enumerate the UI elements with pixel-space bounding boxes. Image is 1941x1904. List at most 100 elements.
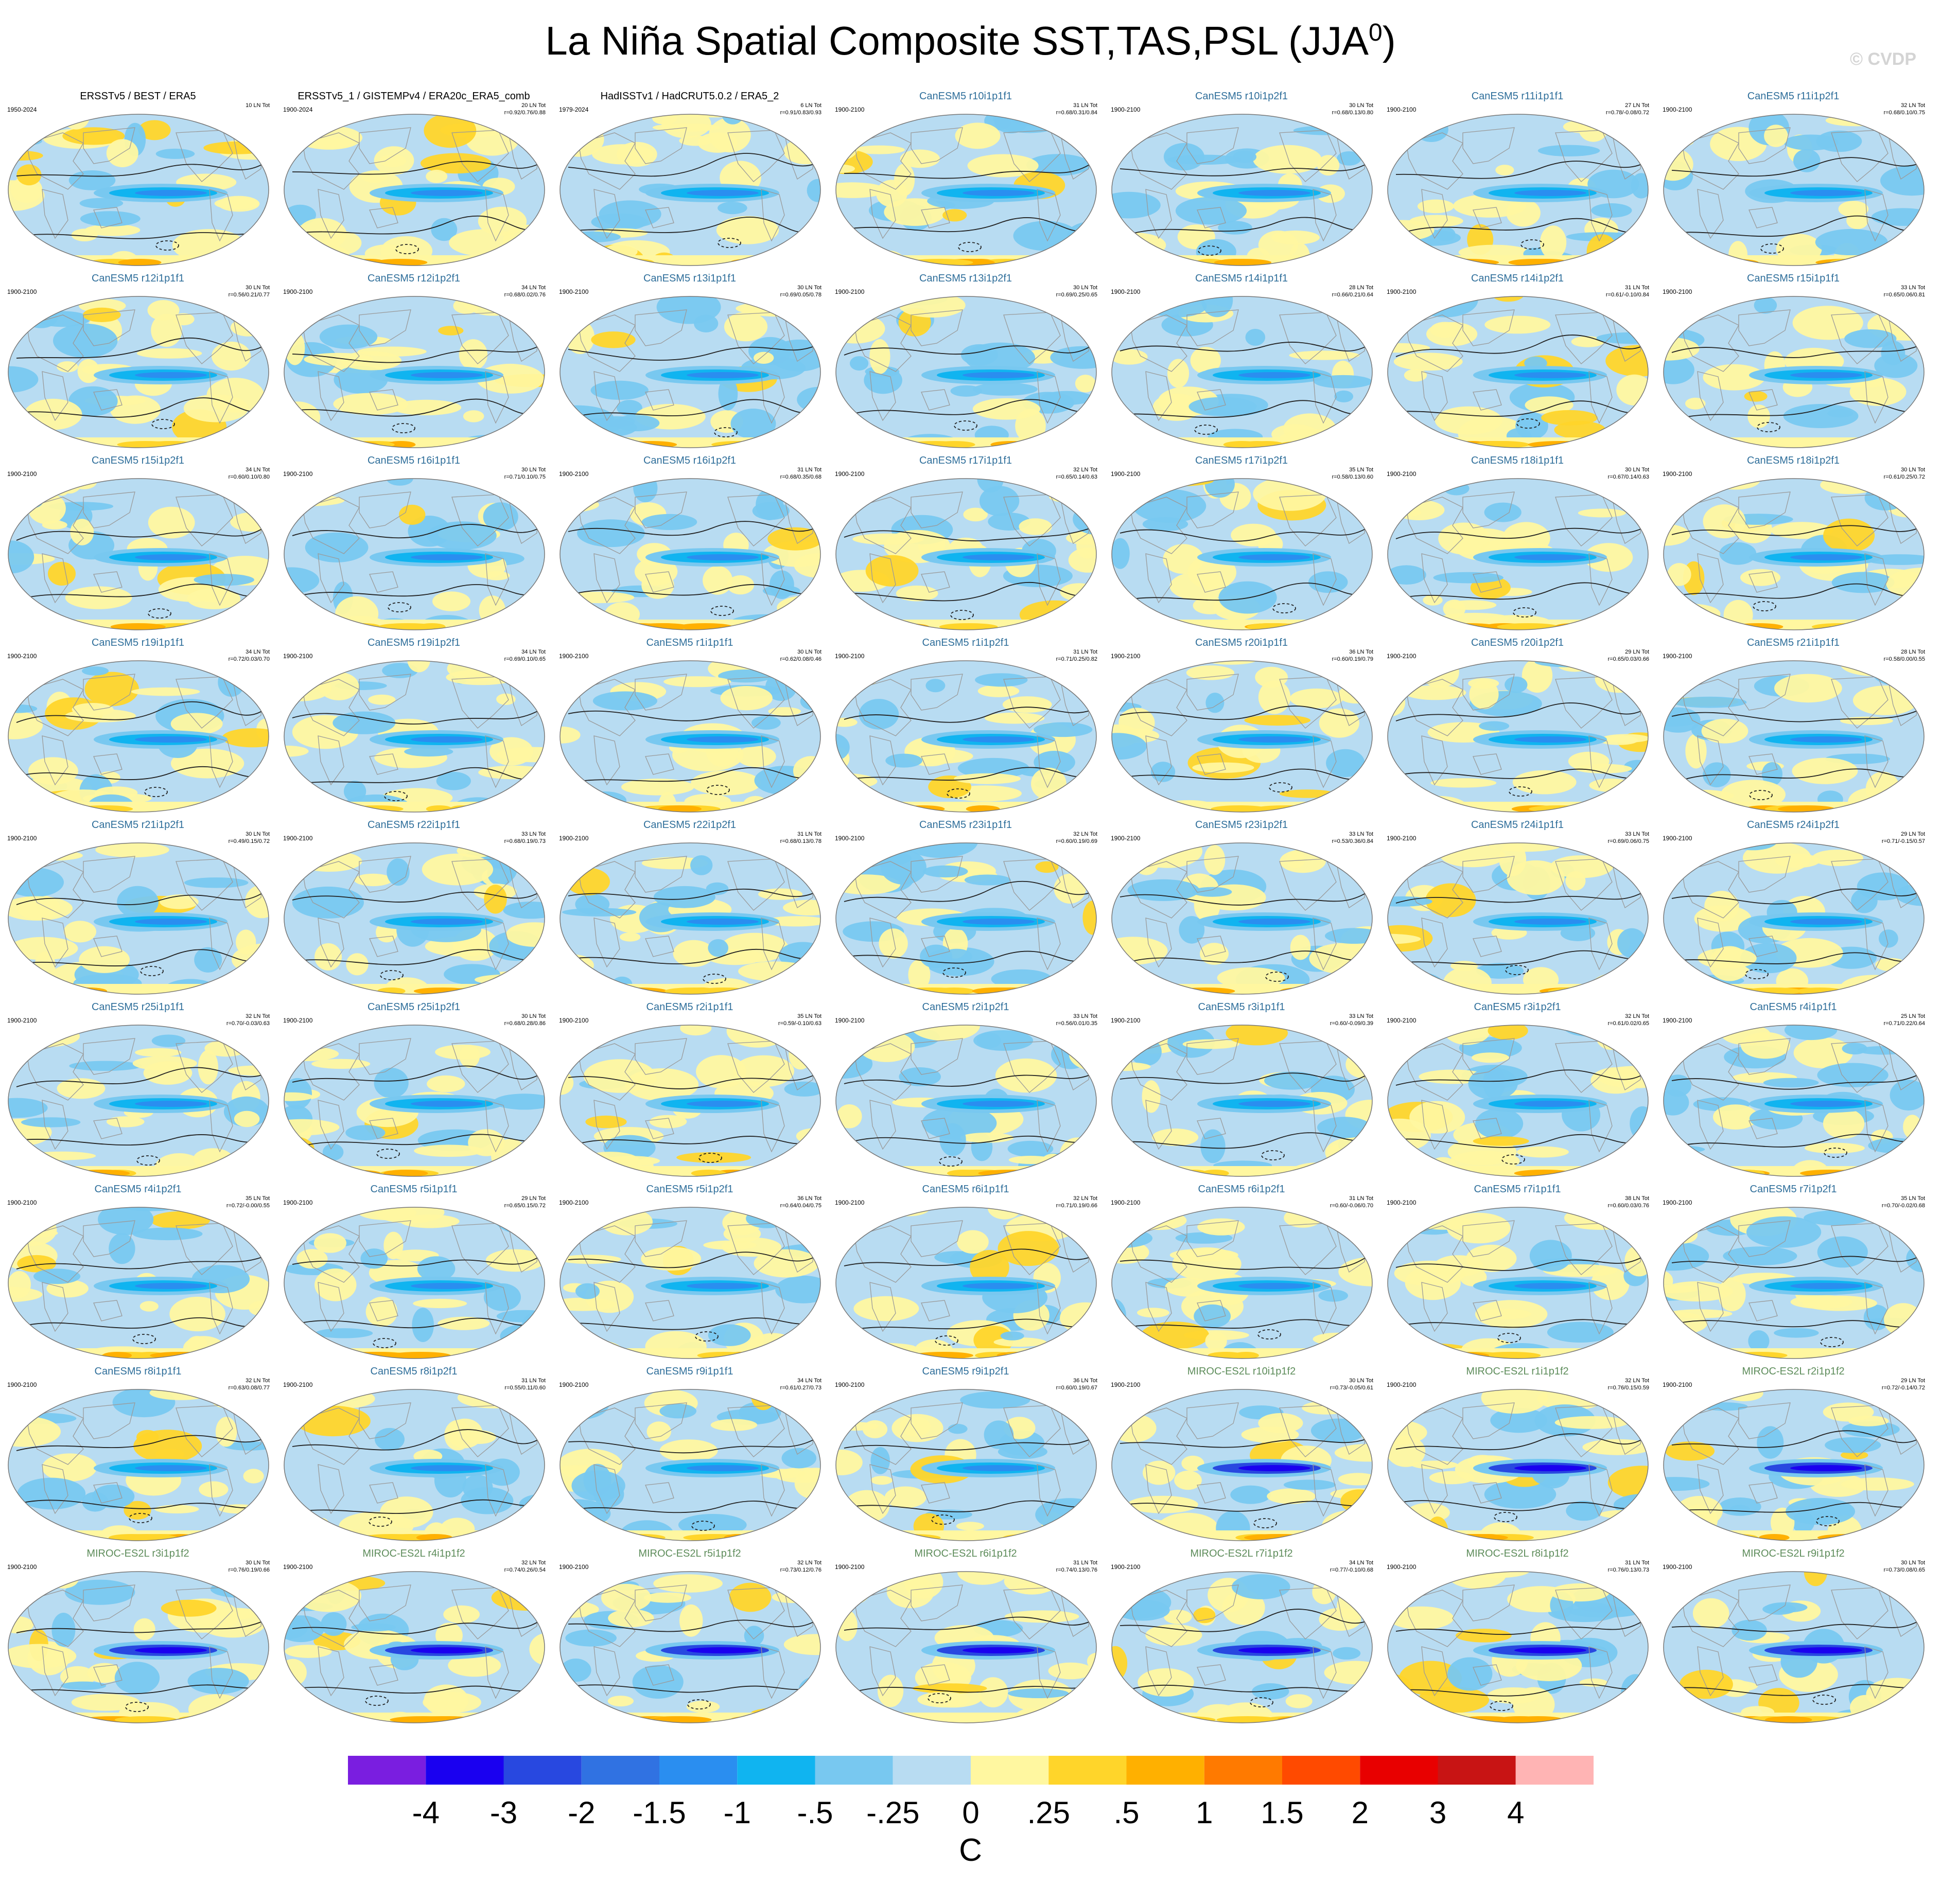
colorbar-swatch [1438, 1756, 1516, 1785]
anomaly-patch [530, 1509, 545, 1536]
anomaly-patch [1827, 409, 1853, 418]
panel-stats: 31 LN Tot r=0.68/0.31/0.84 [1056, 102, 1097, 116]
anomaly-patch [1804, 1210, 1869, 1226]
anomaly-patch [1456, 1629, 1512, 1643]
title-text: La Niña Spatial Composite SST,TAS,PSL (J… [545, 18, 1369, 63]
continent-outline [209, 371, 233, 424]
map-border [284, 1025, 545, 1177]
anomaly-patch [1599, 1510, 1648, 1519]
anomaly-patch [1680, 1669, 1733, 1699]
cold-tongue-core [963, 1647, 1035, 1653]
panel-years: 1900-2100 [835, 1563, 865, 1571]
colorbar-tick-label: 2 [1351, 1795, 1369, 1830]
anomaly-patch [560, 1572, 597, 1595]
map-border [1663, 114, 1925, 266]
continent-outline [911, 1402, 963, 1439]
panel-years: 1900-2100 [835, 1017, 865, 1024]
anomaly-patch [1404, 369, 1427, 382]
anomaly-patch [1267, 1488, 1316, 1504]
anomaly-patch [28, 1151, 96, 1160]
anomaly-patch [296, 1249, 328, 1269]
map-panel: CanESM5 r15i1p2f1 1900-2100 34 LN Tot r=0.6… [0, 455, 276, 639]
anomaly-patch [1003, 1534, 1052, 1541]
global-map [1111, 660, 1373, 813]
panel-stats: 30 LN Tot r=0.76/0.19/0.66 [229, 1559, 270, 1574]
panel-correlation: r=0.69/0.05/0.78 [780, 292, 821, 298]
anomaly-patch [294, 297, 342, 310]
anomaly-patch [1775, 853, 1820, 868]
panel-title: CanESM5 r9i1p1f1 [646, 1366, 733, 1377]
anomaly-patch [1849, 377, 1907, 406]
global-map [284, 478, 545, 630]
panel-years: 1900-2100 [1663, 653, 1692, 660]
map-border [835, 1207, 1097, 1359]
anomaly-patch [1007, 1140, 1054, 1157]
anomaly-patch [783, 1634, 820, 1655]
anomaly-patch [1388, 843, 1420, 869]
anomaly-patch [1232, 1574, 1290, 1599]
continent-outline [1313, 189, 1337, 242]
anomaly-patch [17, 1255, 56, 1273]
continent-outline [42, 553, 68, 604]
map-panel: CanESM5 r7i1p2f1 1900-2100 35 LN Tot r=0.70… [1655, 1184, 1931, 1368]
global-map [1111, 1025, 1373, 1177]
map-border [8, 296, 269, 448]
anomaly-patch [1312, 1580, 1336, 1605]
anomaly-patch [1550, 1583, 1610, 1602]
panel-stats: 30 LN Tot r=0.73/-0.05/0.61 [1330, 1377, 1373, 1391]
continent-outline [1697, 1100, 1724, 1150]
map-border [559, 1389, 821, 1541]
anomaly-patch [131, 687, 200, 696]
continent-outline [1473, 1482, 1502, 1504]
map-border [1663, 660, 1925, 813]
panel-title: CanESM5 r11i1p2f1 [1747, 91, 1840, 102]
map-border [1387, 296, 1649, 448]
anomaly-patch [380, 1496, 433, 1528]
continent-outline [209, 1646, 233, 1699]
psl-contour-negative [931, 1514, 955, 1525]
anomaly-patch [908, 959, 931, 990]
anomaly-patch [1200, 943, 1229, 965]
panel-years: 1900-2100 [835, 470, 865, 478]
continent-outline [369, 1664, 398, 1686]
anomaly-patch [836, 1148, 855, 1164]
anomaly-patch [1131, 1211, 1187, 1230]
panel-correlation: r=0.70/-0.03/0.63 [226, 1020, 270, 1027]
continent-outline [593, 735, 620, 786]
anomaly-patch [738, 961, 813, 981]
global-map [559, 1025, 821, 1177]
continent-outline [1588, 918, 1613, 971]
psl-contour [568, 1501, 816, 1513]
continent-outline [1864, 371, 1888, 424]
anomaly-patch [514, 1389, 545, 1392]
anomaly-patch [716, 216, 779, 244]
panel-title: MIROC-ES2L r1i1p1f2 [1466, 1366, 1569, 1377]
anomaly-patch [1595, 610, 1641, 625]
continent-outline [1462, 1220, 1515, 1257]
anomaly-patch [1723, 600, 1753, 630]
anomaly-patch [1665, 1441, 1715, 1461]
continent-outline [635, 1584, 687, 1621]
psl-contour-negative [1505, 965, 1529, 975]
cold-tongue-core [963, 190, 1035, 196]
anomaly-patch [8, 896, 73, 921]
psl-contour [1120, 1072, 1368, 1084]
continent-outline [921, 1300, 950, 1321]
continent-outline [1130, 132, 1187, 190]
panel-correlation: r=0.65/0.06/0.81 [1883, 292, 1925, 298]
global-map [835, 660, 1097, 813]
psl-contour-negative [384, 791, 408, 801]
anomaly-patch [333, 393, 408, 415]
psl-contour [1671, 345, 1919, 358]
psl-contour-negative [928, 1693, 951, 1703]
anomaly-patch [1447, 600, 1497, 610]
continent-outline [1313, 1282, 1337, 1335]
panel-count: 32 LN Tot [1625, 1013, 1649, 1019]
anomaly-patch [1136, 1025, 1187, 1038]
anomaly-patch [754, 1249, 819, 1278]
continent-outline [761, 1100, 785, 1153]
panel-title: CanESM5 r22i1p2f1 [643, 819, 737, 831]
continent-outline [1682, 1043, 1739, 1101]
panel-stats: 36 LN Tot r=0.60/0.19/0.79 [1332, 648, 1373, 663]
global-map [559, 114, 821, 266]
